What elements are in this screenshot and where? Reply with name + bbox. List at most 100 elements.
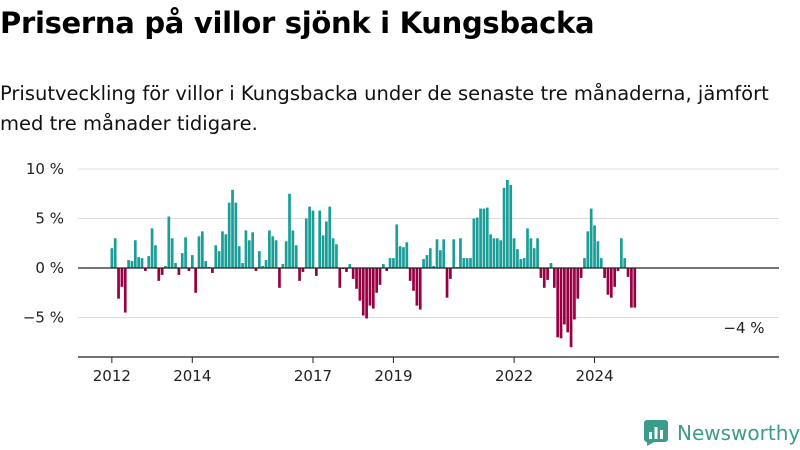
bar	[368, 268, 372, 306]
bar	[418, 268, 422, 310]
bar	[264, 260, 268, 268]
bar	[311, 210, 315, 268]
bar	[127, 260, 130, 268]
gridlines	[78, 168, 779, 318]
bar	[338, 268, 342, 288]
bar	[402, 247, 405, 268]
bar	[606, 268, 610, 295]
bar	[432, 266, 435, 268]
bar	[335, 244, 338, 268]
bar	[177, 268, 181, 275]
chart-subtitle: Prisutveckling för villor i Kungsbacka u…	[0, 82, 769, 135]
bar	[392, 258, 395, 268]
bar	[445, 268, 449, 298]
bar	[190, 255, 194, 268]
bar	[388, 258, 392, 268]
bar	[211, 268, 214, 273]
bar	[170, 238, 174, 268]
x-tick-label: 2022	[495, 367, 533, 385]
bar	[351, 268, 355, 279]
bar	[499, 240, 503, 268]
y-tick-label: 5 %	[35, 210, 64, 228]
bar	[184, 237, 187, 268]
bar	[522, 258, 526, 268]
bar	[194, 268, 197, 293]
bar	[422, 259, 425, 268]
bar	[304, 218, 308, 268]
bar	[382, 264, 385, 268]
bar	[465, 258, 469, 268]
bar	[234, 202, 238, 268]
bar	[462, 258, 466, 268]
bar	[231, 189, 234, 268]
bar	[345, 268, 348, 272]
x-tick-label: 2019	[374, 367, 412, 385]
bar	[542, 268, 546, 288]
bar	[375, 268, 379, 293]
bar	[569, 268, 573, 348]
bar-chart: 10 % 5 % 0 % −5 % 2012 2014 2017 2019 2022 2024 −…	[23, 160, 779, 385]
bar	[626, 268, 630, 277]
bar	[274, 240, 278, 268]
bar	[254, 268, 258, 271]
bar	[294, 245, 298, 268]
bar	[214, 245, 218, 268]
bar	[331, 238, 335, 268]
bar	[415, 268, 419, 306]
bar	[227, 202, 231, 268]
bar	[613, 268, 616, 287]
bar	[358, 268, 362, 301]
bar	[237, 246, 241, 268]
bar	[308, 206, 311, 268]
bar	[439, 250, 442, 268]
bar	[495, 238, 499, 268]
bar	[536, 238, 539, 268]
newsworthy-brand[interactable]: Newsworthy	[644, 420, 800, 446]
bar	[509, 184, 513, 268]
bar	[160, 268, 164, 275]
bar	[314, 268, 318, 276]
bar	[355, 268, 358, 289]
bar	[120, 268, 124, 287]
bar	[425, 255, 429, 268]
bar	[506, 179, 509, 268]
bar	[479, 208, 482, 268]
bar	[110, 248, 114, 268]
bar	[123, 268, 127, 313]
bar	[130, 261, 134, 268]
bar	[492, 238, 496, 268]
chart-title: Priserna på villor sjönk i Kungsbacka	[0, 6, 595, 40]
bar	[204, 261, 208, 268]
bar	[633, 268, 637, 308]
bar	[251, 232, 254, 268]
last-value-label: −4 %	[723, 319, 764, 337]
newsworthy-logo-icon	[644, 420, 668, 446]
bar	[435, 239, 439, 268]
bar	[529, 238, 533, 268]
bar	[157, 268, 161, 281]
bar	[593, 225, 596, 268]
bar	[197, 236, 201, 268]
bar	[241, 263, 244, 268]
bar	[516, 249, 519, 268]
bar	[586, 231, 590, 268]
bar	[616, 268, 620, 271]
bar	[361, 268, 365, 316]
bar	[257, 251, 261, 268]
bar	[623, 258, 627, 268]
bar	[150, 228, 154, 268]
y-tick-label: −5 %	[23, 309, 64, 327]
bar	[247, 240, 251, 268]
bar	[113, 238, 117, 268]
bar	[365, 268, 368, 319]
bar	[278, 268, 281, 288]
bar	[412, 268, 415, 291]
bar	[459, 238, 462, 268]
bar	[482, 208, 486, 268]
bar	[224, 234, 228, 268]
bar	[576, 268, 580, 299]
bar	[174, 263, 177, 268]
bar	[599, 258, 603, 268]
bar	[244, 230, 248, 268]
bar	[589, 208, 593, 268]
